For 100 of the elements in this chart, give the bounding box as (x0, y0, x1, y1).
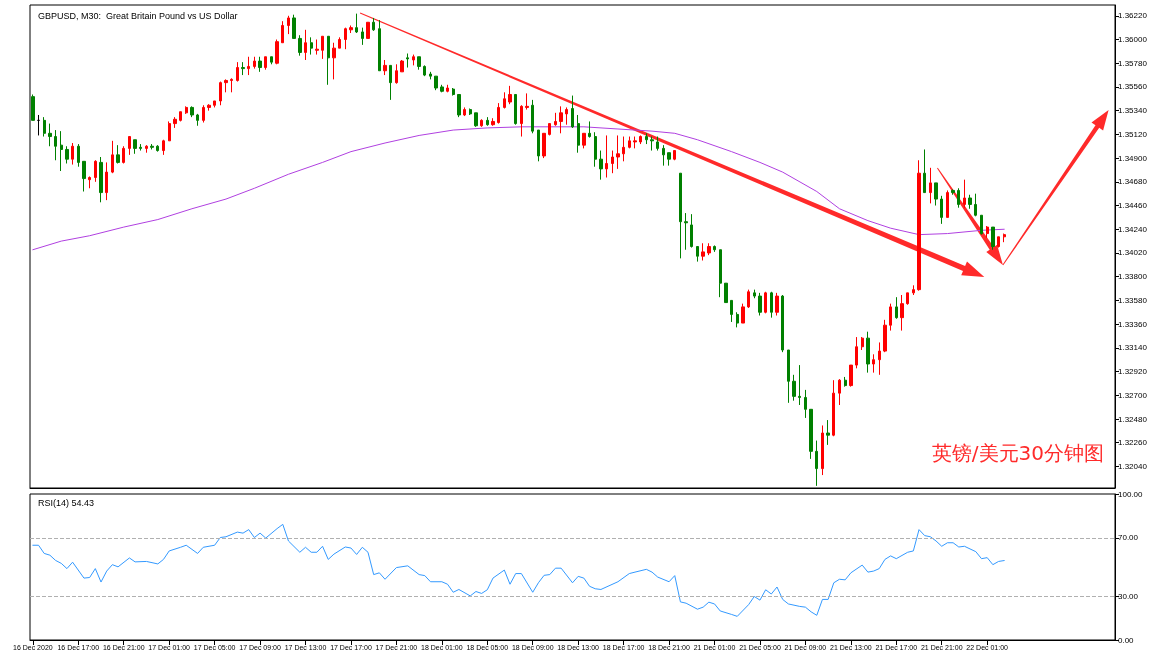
candlestick (605, 134, 608, 178)
y-tick-label: 1.34460 (1118, 201, 1148, 211)
candlestick (469, 108, 472, 116)
candlestick (287, 15, 290, 35)
y-tick-label: 1.33360 (1118, 319, 1148, 329)
candlestick (849, 364, 853, 388)
candlestick (207, 103, 211, 112)
candlestick (88, 175, 91, 189)
candlestick (94, 159, 97, 183)
candlestick (219, 81, 222, 106)
y-tick-label: 1.32480 (1118, 414, 1148, 424)
candlestick (571, 95, 574, 129)
candlestick (724, 282, 728, 304)
y-tick-label: 1.32920 (1118, 367, 1148, 377)
candlestick (48, 123, 52, 147)
candlestick (701, 242, 705, 262)
candlestick (133, 139, 137, 155)
candlestick (582, 132, 586, 149)
candlestick (577, 114, 580, 154)
annotation: 英镑/美元30分钟图 (931, 441, 1104, 465)
y-tick-label: 70.00 (1118, 533, 1139, 543)
candlestick (787, 349, 790, 404)
candlestick (292, 14, 296, 39)
candlestick (656, 136, 659, 152)
candlestick (241, 61, 245, 76)
candlestick (31, 93, 35, 121)
candlestick (202, 104, 205, 124)
candlestick (599, 150, 603, 181)
candlestick (304, 29, 307, 61)
candlestick (429, 71, 432, 80)
candlestick (594, 131, 597, 168)
candlestick (565, 106, 568, 126)
candlestick (770, 291, 773, 319)
candlestick (917, 159, 921, 292)
candlestick (883, 319, 887, 353)
candlestick (929, 167, 932, 204)
candlestick (957, 187, 960, 209)
candlestick (667, 152, 671, 167)
y-tick-label: 1.33800 (1118, 272, 1148, 282)
candlestick (690, 213, 693, 249)
candlestick (707, 242, 711, 256)
candlestick (866, 331, 870, 374)
y-tick-label: 1.33580 (1118, 295, 1148, 305)
candlestick (662, 144, 665, 167)
y-tick-label: 1.34240 (1118, 224, 1148, 234)
candlestick (383, 59, 387, 76)
candlestick (946, 189, 949, 218)
candlestick (77, 143, 80, 168)
candlestick (355, 13, 358, 34)
candlestick (679, 172, 682, 259)
candlestick (43, 116, 46, 138)
y-tick-label: 1.34680 (1118, 177, 1148, 187)
candlestick (105, 161, 108, 201)
candlestick (684, 212, 688, 251)
candlestick (809, 408, 813, 460)
candlestick (741, 303, 745, 324)
y-tick-label: 1.36000 (1118, 35, 1148, 44)
chart-title: RSI(14) 54.43 (38, 497, 95, 508)
candlestick (753, 289, 756, 299)
candlestick (673, 150, 676, 161)
candlestick (997, 236, 1000, 249)
candlestick (650, 136, 654, 152)
candlestick (844, 376, 847, 388)
candlestick (366, 21, 370, 39)
candlestick (537, 129, 540, 162)
candlestick (457, 93, 461, 118)
candlestick (224, 78, 228, 93)
candlestick (940, 195, 943, 225)
y-tick-label: 100.00 (1118, 489, 1144, 499)
candlestick (139, 143, 142, 152)
candlestick (423, 64, 426, 77)
candlestick (196, 113, 199, 127)
y-tick-label: 1.32040 (1118, 461, 1148, 471)
candlestick (923, 148, 926, 194)
candlestick (951, 188, 955, 196)
candlestick (463, 106, 466, 117)
candlestick (991, 226, 995, 251)
candlestick (474, 112, 478, 128)
candlestick (968, 194, 972, 210)
candlestick (855, 336, 858, 369)
candlestick (639, 134, 642, 145)
candlestick (54, 129, 57, 161)
candlestick (162, 139, 165, 156)
candlestick (798, 364, 801, 406)
candlestick (696, 246, 699, 263)
candlestick (247, 56, 250, 76)
candlestick (616, 134, 620, 170)
candlestick (480, 118, 483, 128)
candlestick (179, 111, 182, 122)
candlestick (872, 353, 875, 374)
y-tick-label: 1.35340 (1118, 106, 1148, 116)
candlestick (412, 54, 415, 66)
candlestick (764, 291, 767, 314)
candlestick (781, 294, 784, 353)
text: GBPUSD, M30: Great Britain Pound vs US Dollar (38, 10, 238, 21)
candlestick (611, 150, 614, 174)
candlestick (815, 440, 818, 487)
candlestick (236, 61, 239, 83)
candlestick (99, 156, 103, 203)
candlestick (628, 136, 631, 149)
